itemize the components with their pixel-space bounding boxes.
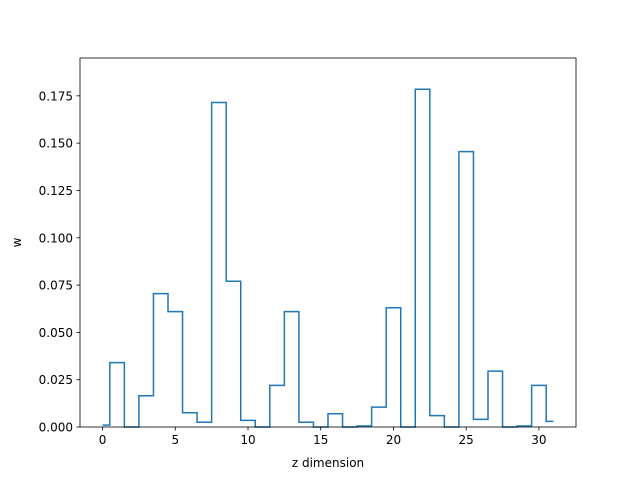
axes-frame — [79, 57, 577, 428]
y-tick-label: 0.150 — [39, 137, 73, 151]
y-tick-label: 0.075 — [39, 279, 73, 293]
series-line-0 — [102, 88, 554, 428]
y-tick-label: 0.050 — [39, 326, 73, 340]
y-tick-label: 0.000 — [39, 421, 73, 435]
axes: 0 5 10 15 20 25 30 0.000 0.025 0.050 0.075 0.100 0.1… — [39, 57, 577, 447]
y-tick-label: 0.125 — [39, 184, 73, 198]
y-tick-label: 0.175 — [39, 89, 73, 103]
x-tick-label: 0 — [99, 433, 107, 447]
x-tick-label: 10 — [240, 433, 255, 447]
x-tick-label: 5 — [171, 433, 179, 447]
x-axis-label: z dimension — [292, 456, 364, 470]
x-tick-label: 15 — [313, 433, 328, 447]
x-tick-label: 20 — [386, 433, 401, 447]
y-axis-label: w — [10, 237, 24, 247]
plot-area — [102, 88, 554, 428]
y-tick-label: 0.100 — [39, 231, 73, 245]
y-tick-label: 0.025 — [39, 373, 73, 387]
x-tick-label: 30 — [531, 433, 546, 447]
x-tick-label: 25 — [459, 433, 474, 447]
